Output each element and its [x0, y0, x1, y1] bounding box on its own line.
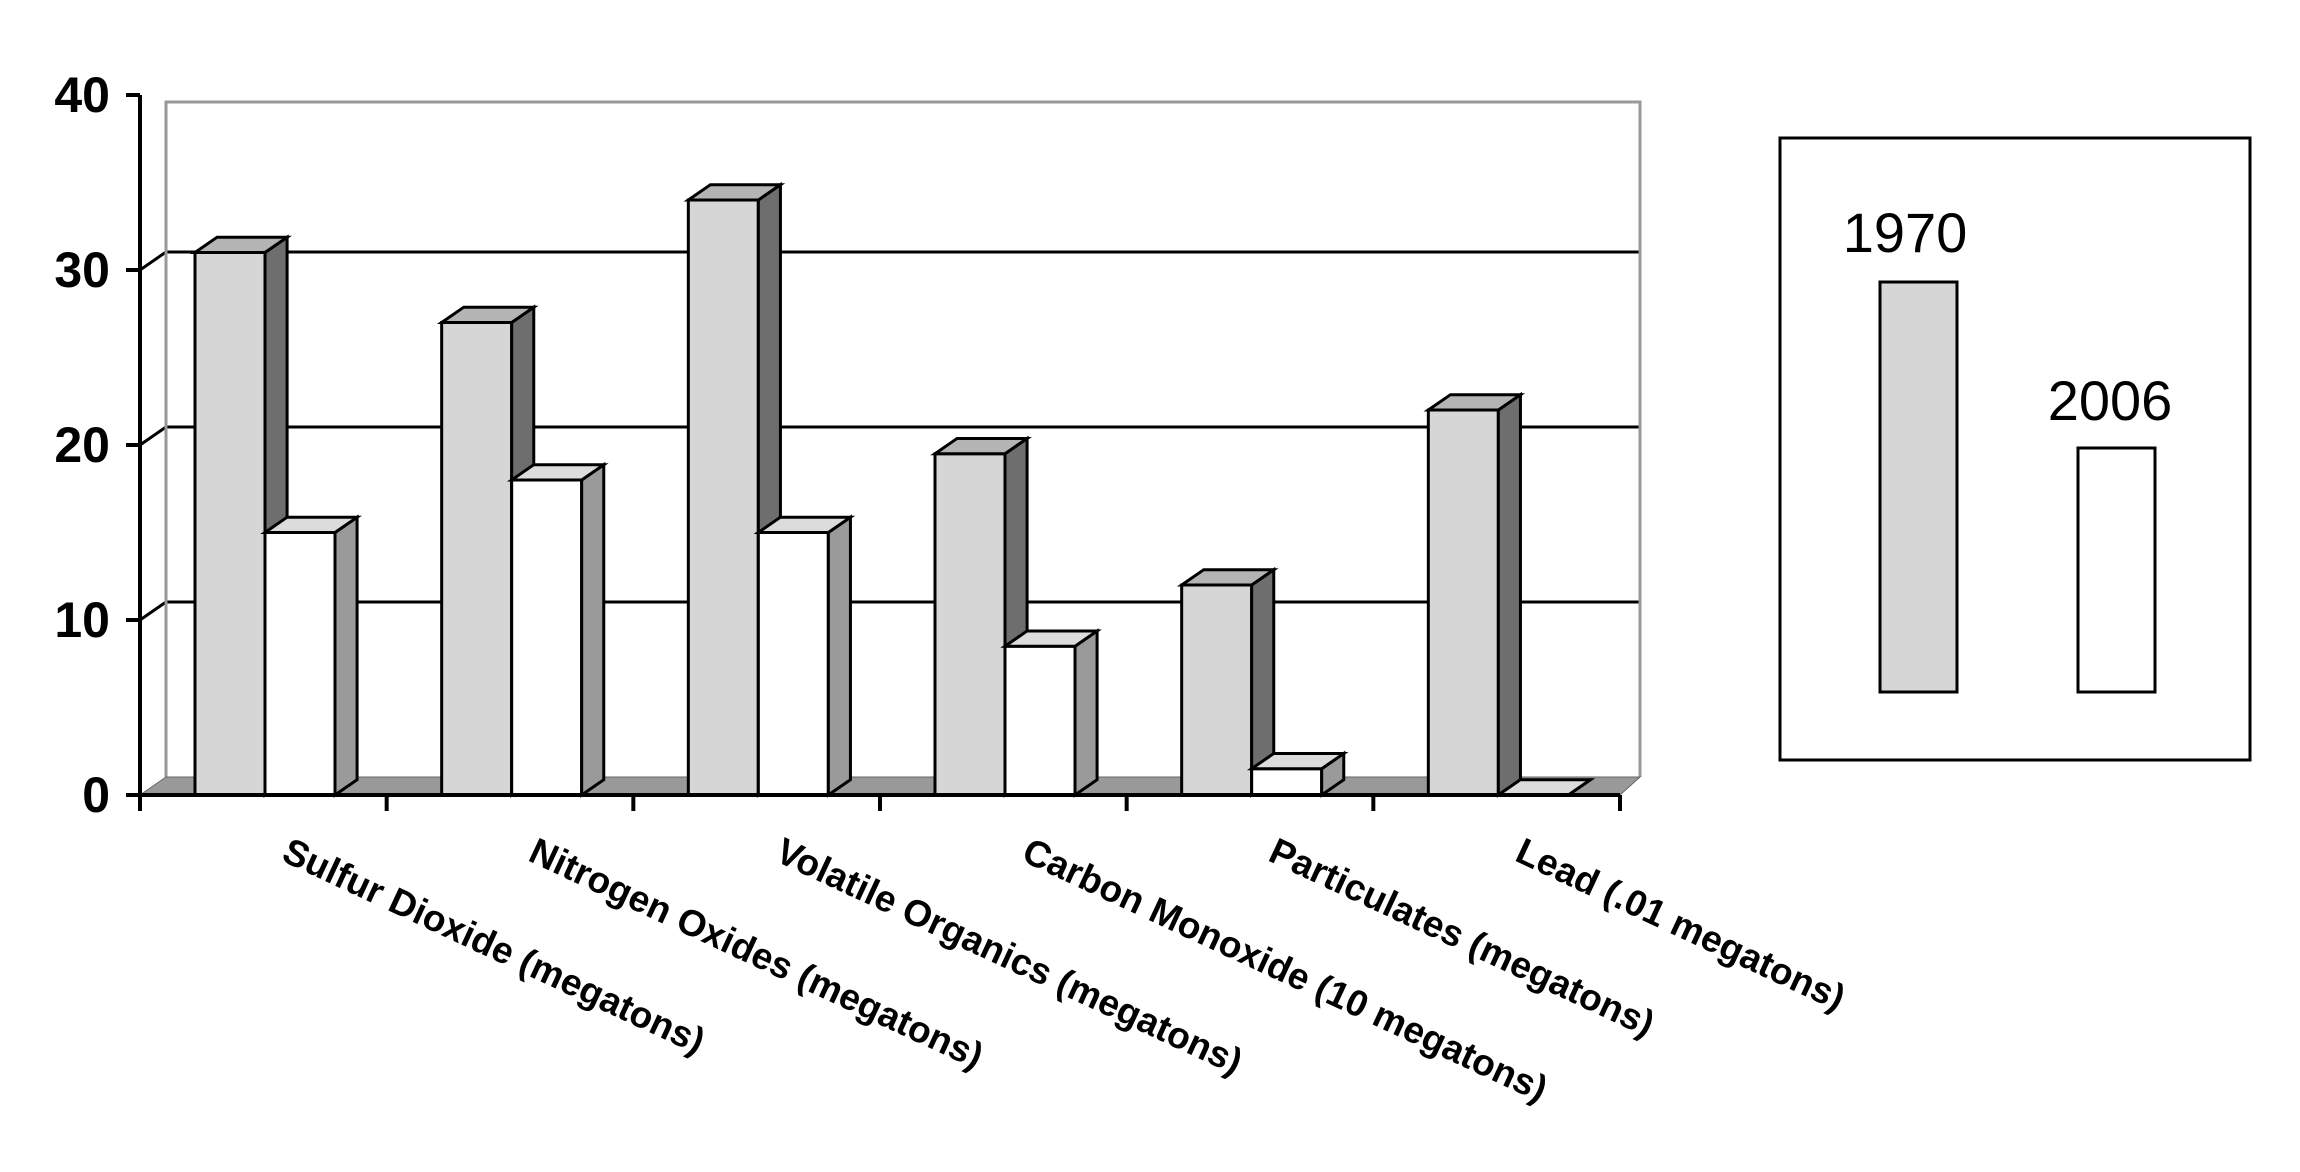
y-tick-label: 40: [54, 67, 110, 123]
legend-label-1970: 1970: [1843, 201, 1968, 264]
legend-swatch-1970: [1878, 280, 1959, 694]
bar-top: [436, 305, 539, 324]
bar-2006-4: [1000, 628, 1102, 798]
x-tick-label: Sulfur Dioxide (megatons): [277, 830, 712, 1062]
bar-top: [1423, 393, 1526, 412]
bar-front: [686, 198, 760, 797]
bar-2006-2: [506, 461, 609, 798]
plot-frame: [138, 100, 1642, 796]
x-tick-label: Nitrogen Oxides (megatons): [523, 830, 989, 1077]
bar-top: [190, 235, 292, 254]
bar-top: [1246, 751, 1349, 771]
y-tick-label: 0: [82, 767, 110, 823]
bar-front: [1180, 583, 1254, 797]
bar-top: [683, 183, 786, 202]
bar-side: [333, 514, 359, 798]
bar-side: [580, 461, 606, 798]
gridlines: [139, 250, 1640, 622]
y-tick-label: 10: [54, 592, 110, 648]
legend-label-2006: 2006: [2048, 369, 2173, 432]
bar-front: [933, 452, 1007, 797]
x-tick-label: Volatile Organics (megatons): [770, 830, 1249, 1082]
bar-top: [506, 463, 609, 482]
bar-2006-5: [1246, 750, 1349, 798]
gridline-diag-30: [139, 250, 167, 272]
bar-front: [756, 531, 830, 797]
gridline-diag-10: [139, 600, 167, 622]
bar-front: [1003, 644, 1077, 797]
bar-front: [1426, 408, 1500, 797]
bar-top: [260, 515, 362, 534]
bar-top: [930, 436, 1032, 456]
y-tick-label: 30: [54, 242, 110, 298]
bar-top: [1000, 629, 1102, 648]
bar-2006-3: [753, 514, 856, 798]
bar-front: [440, 321, 514, 797]
bar-2006-1: [260, 514, 362, 798]
back-wall: [164, 100, 1642, 777]
bar-front: [510, 478, 584, 797]
bar-1970-5: [1176, 566, 1279, 798]
legend-box: [1778, 136, 2252, 762]
gridline-diag-20: [139, 425, 167, 447]
floor: [138, 776, 1642, 796]
bar-top: [753, 515, 856, 534]
bar-side: [1073, 628, 1099, 798]
bars: [190, 181, 1596, 798]
x-tick-label: Particulates (megatons): [1263, 830, 1660, 1044]
bar-front: [193, 251, 267, 797]
bar-front: [1250, 767, 1324, 797]
y-tick-label: 20: [54, 417, 110, 473]
bar-front: [263, 531, 337, 797]
bar-top: [1176, 568, 1279, 587]
bar-side: [826, 514, 852, 798]
bar-1970-6: [1423, 391, 1526, 798]
legend-swatch-2006: [2076, 446, 2157, 694]
bar-side: [1496, 391, 1522, 798]
legend: 1970 2006: [1778, 136, 2252, 762]
